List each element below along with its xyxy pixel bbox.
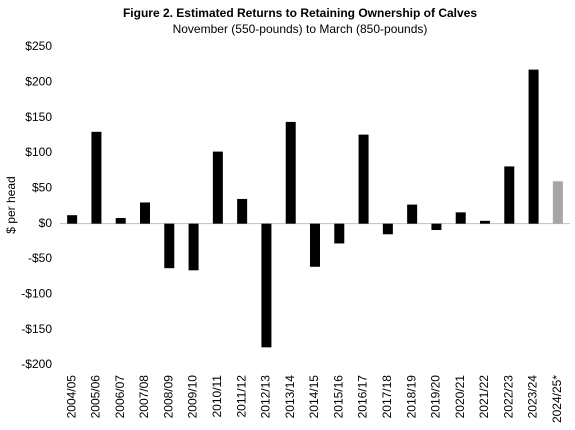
chart-subtitle: November (550-pounds) to March (850-poun… xyxy=(173,22,428,36)
bar xyxy=(407,204,418,224)
bar xyxy=(310,223,320,267)
x-tick-label: 2020/21 xyxy=(453,375,467,419)
bar xyxy=(91,131,102,224)
bar xyxy=(212,151,223,224)
bar xyxy=(528,69,539,224)
chart-title: Figure 2. Estimated Returns to Retaining… xyxy=(123,6,477,20)
x-tick-label: 2013/14 xyxy=(283,375,297,419)
bar xyxy=(455,212,466,224)
x-tick-label: 2016/17 xyxy=(356,375,370,419)
bar xyxy=(140,202,150,224)
y-tick-label: -$200 xyxy=(21,357,52,371)
bar xyxy=(164,223,175,269)
y-tick-label: $50 xyxy=(32,181,52,195)
y-tick-label: $200 xyxy=(25,75,52,89)
bar xyxy=(358,134,369,224)
y-tick-label: $0 xyxy=(39,216,53,230)
x-tick-label: 2019/20 xyxy=(429,375,443,419)
y-tick-label: $100 xyxy=(25,145,52,159)
y-axis-label: $ per head xyxy=(4,176,18,233)
x-tick-label: 2008/09 xyxy=(161,375,175,419)
bar xyxy=(67,215,78,224)
bar xyxy=(334,223,345,244)
x-tick-label: 2022/23 xyxy=(501,375,515,419)
x-tick-label: 2021/22 xyxy=(477,375,491,419)
x-tick-label: 2011/12 xyxy=(234,375,248,418)
bar xyxy=(552,181,563,224)
x-tick-label: 2018/19 xyxy=(404,375,418,419)
x-tick-label: 2014/15 xyxy=(307,375,321,419)
x-tick-label: 2006/07 xyxy=(113,375,127,419)
x-tick-label: 2009/10 xyxy=(186,375,200,419)
x-tick-label: 2007/08 xyxy=(137,375,151,419)
y-tick-label: -$50 xyxy=(28,251,52,265)
bar xyxy=(237,198,248,224)
x-tick-label: 2012/13 xyxy=(259,375,273,419)
bar xyxy=(261,223,272,348)
y-tick-label: $150 xyxy=(25,110,52,124)
x-tick-label: 2015/16 xyxy=(331,375,345,419)
bar xyxy=(285,121,296,224)
x-tick-label: 2017/18 xyxy=(380,375,394,419)
y-tick-label: -$150 xyxy=(21,322,52,336)
y-tick-label: $250 xyxy=(25,39,52,53)
x-tick-label: 2024/25* xyxy=(550,375,564,423)
x-tick-label: 2010/11 xyxy=(210,375,224,418)
bar xyxy=(115,218,126,224)
bar xyxy=(188,223,199,271)
bar xyxy=(480,220,490,224)
x-tick-label: 2005/06 xyxy=(89,375,103,419)
y-tick-label: -$100 xyxy=(21,287,52,301)
bar xyxy=(382,223,393,235)
bar xyxy=(431,223,442,231)
bar xyxy=(504,166,515,224)
x-tick-label: 2023/24 xyxy=(526,375,540,419)
x-tick-label: 2004/05 xyxy=(64,375,78,419)
